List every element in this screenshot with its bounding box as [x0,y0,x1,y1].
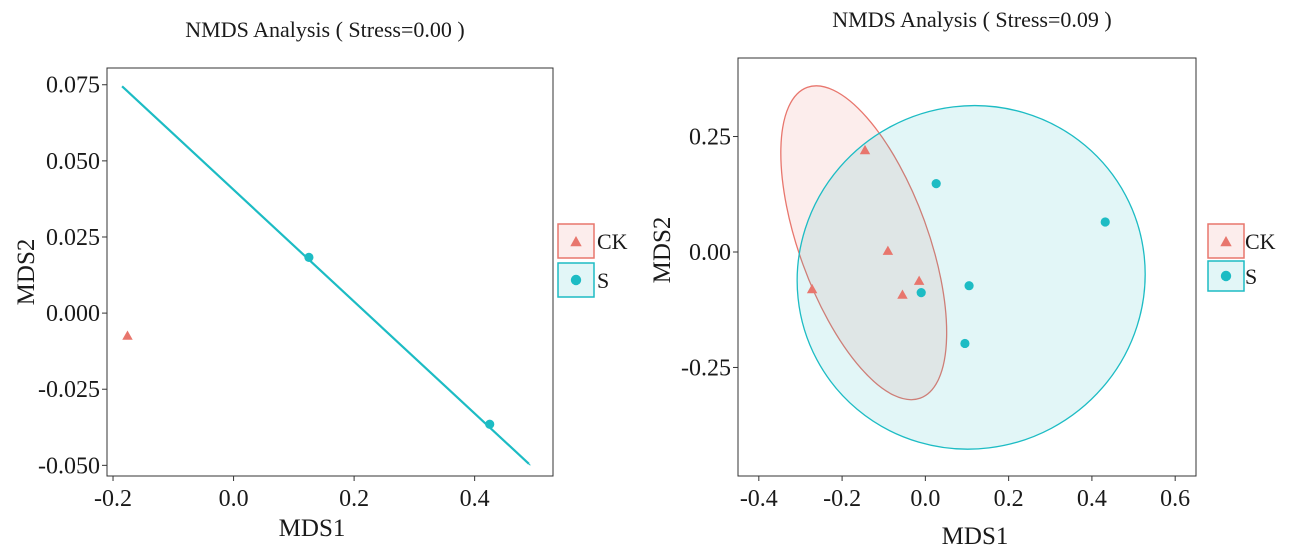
chart-left-y-tick-label: 0.050 [46,149,100,175]
chart-right-y-tick-label: 0.00 [689,240,731,266]
chart-right: NMDS Analysis ( Stress=0.09 ) -0.4 -0.2 0.… [649,7,1276,550]
chart-left-legend-label-ck: CK [597,229,628,254]
chart-left-x-tick-label: 0.4 [460,486,490,512]
chart-right-legend-label-s: S [1245,264,1257,289]
chart-left-y-tick-label: 0.000 [46,301,100,327]
chart-right-point-ck [806,283,818,294]
chart-left-x-axis-label: MDS1 [279,515,346,542]
chart-right-point-s [964,281,974,291]
chart-left-point-ck [122,330,133,340]
chart-left-point-s [485,419,495,429]
chart-right-x-tick-label: 0.0 [910,486,940,512]
chart-right-y-tick-label: -0.25 [681,355,731,381]
chart-left-x-tick-label: 0.0 [219,486,249,512]
chart-right-point-ck [913,275,925,285]
chart-right-plot-border [737,57,1197,477]
chart-left-point-s [304,252,314,262]
chart-right-legend-circle-icon [1220,270,1232,282]
chart-left-y-tick-label: -0.025 [38,377,100,403]
chart-right-point-s [931,179,941,189]
chart-left: NMDS Analysis ( Stress=0.00 ) -0.2 0.0 0.2… [13,17,628,542]
chart-left-y-tick-label: -0.050 [38,453,100,479]
chart-right-x-tick-label: 0.2 [994,486,1024,512]
chart-left-legend-label-s: S [597,268,609,293]
chart-left-marks [121,85,531,466]
chart-right-point-s [960,338,970,349]
chart-left-legend-triangle-icon [570,236,582,247]
chart-right-y-axis-label: MDS2 [649,217,676,284]
chart-left-legend: CK S [557,223,628,298]
chart-right-marks [780,85,1146,450]
chart-left-y-tick-label: 0.075 [46,73,100,99]
chart-left-plot-border [106,67,554,477]
chart-left-legend-circle-icon [570,274,582,286]
chart-right-point-ck [859,144,871,155]
chart-right-point-ck [897,289,908,299]
chart-left-x-tick-label: -0.2 [94,486,132,512]
chart-right-x-axis-label: MDS1 [942,523,1009,550]
chart-left-title: NMDS Analysis ( Stress=0.00 ) [185,17,464,42]
chart-right-point-s [1100,217,1110,227]
chart-right-ellipse-ck [780,85,948,401]
chart-right-point-s [916,288,926,298]
chart-right-legend-label-ck: CK [1245,229,1276,254]
chart-right-legend-triangle-icon [1220,236,1232,247]
chart-right-x-tick-label: 0.6 [1160,486,1190,512]
chart-right-y-tick-label: 0.25 [689,125,731,151]
chart-right-x-tick-label: -0.2 [823,486,861,512]
chart-left-y-axis-label: MDS2 [13,239,40,306]
chart-left-x-tick-label: 0.2 [339,486,369,512]
chart-left-y-tick-label: 0.025 [46,225,100,251]
chart-left-ticks: -0.2 0.0 0.2 0.4 0.075 0.050 0.025 0.000 -0.025 -… [38,73,490,512]
chart-right-title: NMDS Analysis ( Stress=0.09 ) [832,7,1111,32]
chart-right-point-ck [882,245,894,255]
chart-right-ticks: -0.4 -0.2 0.0 0.2 0.4 0.6 0.25 0.00 -0.25 [681,125,1190,512]
chart-right-legend: CK S [1207,223,1276,292]
chart-left-ellipse-edge-s [123,87,531,466]
chart-right-x-tick-label: -0.4 [740,486,778,512]
chart-right-ellipse-s [796,104,1146,450]
chart-right-x-tick-label: 0.4 [1077,486,1107,512]
